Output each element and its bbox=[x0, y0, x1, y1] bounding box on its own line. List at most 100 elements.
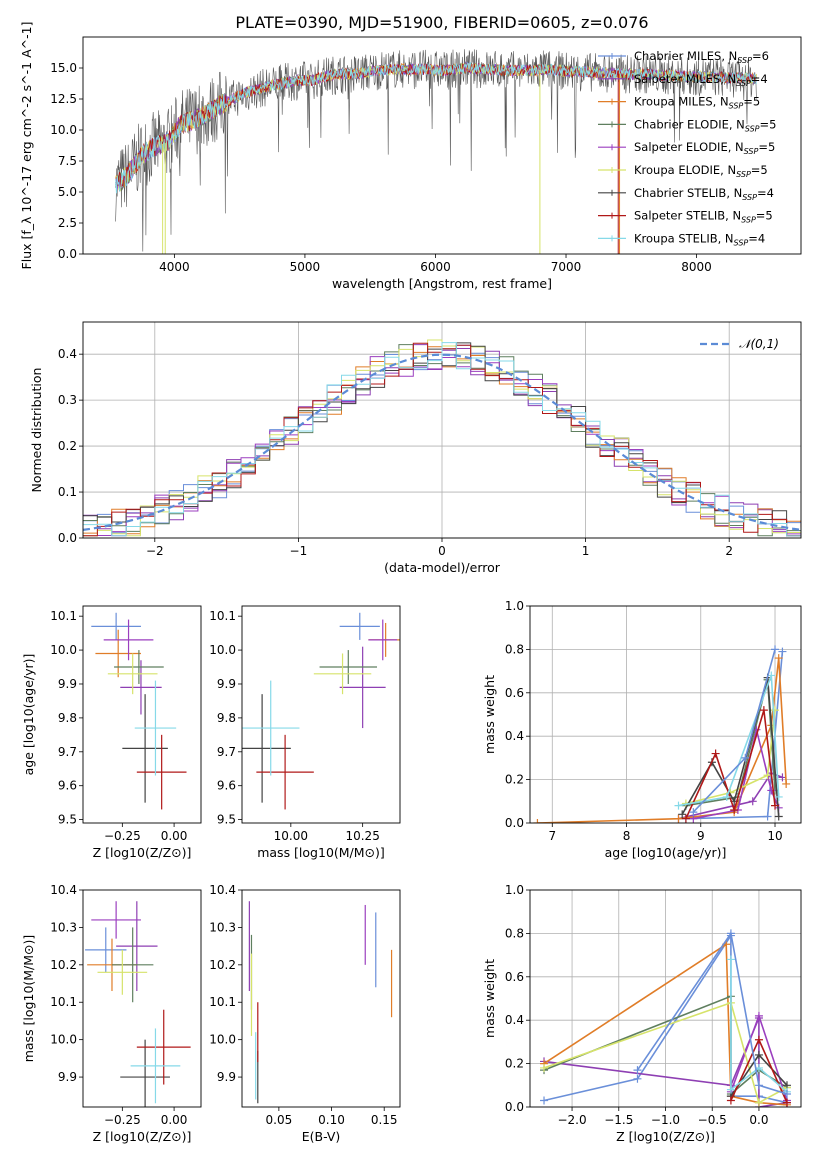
axes-age-Z: −0.25 0.00 9.5 9.6 9.7 9.8 9.9 10.0 10.1 Z [log10… bbox=[21, 605, 202, 860]
errorbar-point bbox=[122, 694, 168, 803]
y-tick-label: 0.8 bbox=[505, 926, 524, 940]
y-tick-label: 0.4 bbox=[505, 729, 524, 743]
y-tick-label: 9.6 bbox=[217, 779, 236, 793]
x-axis-label: mass [log10(M/M⊙)] bbox=[257, 845, 385, 860]
weight-marker bbox=[754, 1011, 763, 1020]
y-tick-label: 10.1 bbox=[50, 995, 77, 1009]
x-axis-label: wavelength [Angstrom, rest frame] bbox=[332, 276, 552, 291]
errorbar-point bbox=[120, 1039, 170, 1107]
x-tick-label: 0.00 bbox=[161, 1113, 188, 1127]
y-tick-label: 10.1 bbox=[50, 609, 77, 623]
legend-label: Chabrier STELIB, NSSP=4 bbox=[634, 186, 774, 202]
legend-entry: Salpeter MILES, NSSP=4 bbox=[598, 72, 768, 88]
axes-frame bbox=[529, 889, 802, 1108]
y-tick-label: 9.7 bbox=[217, 745, 236, 759]
weight-marker bbox=[771, 706, 780, 715]
y-tick-label: 7.5 bbox=[58, 154, 77, 168]
weight-marker bbox=[771, 645, 780, 654]
legend-label: Salpeter ELODIE, NSSP=5 bbox=[634, 140, 775, 156]
weight-marker bbox=[681, 814, 690, 823]
plot-area-age-mass bbox=[242, 612, 400, 810]
plot-area-weight-age bbox=[533, 645, 791, 823]
x-tick-label: −1.5 bbox=[604, 1113, 633, 1127]
errorbar-point bbox=[339, 646, 386, 729]
axes-weight-Z: −2.0 −1.5 −1.0 −0.5 0.0 0.0 0.2 0.4 0.6 0.8 1.0 Z [… bbox=[482, 883, 802, 1144]
errorbar-point bbox=[242, 680, 300, 776]
weight-marker bbox=[730, 805, 739, 814]
y-axis-label: age [log10(age/yr)] bbox=[21, 654, 36, 776]
errorbar-point bbox=[91, 901, 141, 939]
axes-spectrum: 4000 5000 6000 7000 8000 0.0 2.5 5.0 7.5 10.0 12.5… bbox=[19, 22, 802, 291]
errorbar-point bbox=[111, 927, 154, 1003]
y-tick-label: 10.0 bbox=[50, 643, 77, 657]
weight-line bbox=[685, 710, 776, 805]
weight-marker bbox=[774, 812, 783, 821]
legend-entry: Chabrier MILES, NSSP=6 bbox=[598, 49, 769, 65]
y-axis-label: Normed distribution bbox=[29, 368, 44, 493]
y-tick-label: 10.0 bbox=[50, 123, 77, 137]
legend-entry: Chabrier ELODIE, NSSP=5 bbox=[598, 117, 776, 133]
x-axis-label: Z [log10(Z/Z⊙)] bbox=[616, 1129, 715, 1144]
axes-frame bbox=[82, 36, 802, 255]
y-tick-label: 0.2 bbox=[505, 773, 524, 787]
weight-line bbox=[636, 931, 788, 1095]
weight-marker bbox=[722, 792, 731, 801]
x-tick-label: 7 bbox=[548, 829, 556, 843]
plot-area-spectrum bbox=[115, 49, 757, 254]
errorbar-point bbox=[134, 680, 177, 776]
x-axis-label: (data-model)/error bbox=[384, 560, 501, 575]
weight-marker bbox=[726, 1096, 735, 1105]
weight-marker bbox=[741, 753, 750, 762]
y-tick-label: 9.5 bbox=[217, 813, 236, 827]
y-tick-label: 10.2 bbox=[50, 958, 77, 972]
weight-marker bbox=[678, 810, 687, 819]
legend-label: Kroupa STELIB, NSSP=4 bbox=[634, 231, 765, 247]
legend-label: Chabrier MILES, NSSP=6 bbox=[634, 49, 769, 65]
axes-frame bbox=[241, 605, 401, 824]
axes-frame bbox=[241, 889, 401, 1108]
y-tick-label: 5.0 bbox=[58, 185, 77, 199]
y-tick-label: 15.0 bbox=[50, 61, 77, 75]
y-tick-label: 0.2 bbox=[58, 439, 77, 453]
y-tick-label: 10.2 bbox=[209, 958, 236, 972]
x-tick-label: −1.0 bbox=[651, 1113, 680, 1127]
histogram-series bbox=[83, 342, 801, 537]
plot-area-mass-ebv bbox=[248, 901, 393, 1104]
y-tick-label: 9.8 bbox=[217, 711, 236, 725]
errorbar-point bbox=[114, 650, 164, 684]
y-tick-label: 0.0 bbox=[58, 531, 77, 545]
y-tick-label: 10.4 bbox=[209, 883, 236, 897]
y-tick-label: 2.5 bbox=[58, 216, 77, 230]
x-tick-label: 10.25 bbox=[345, 829, 379, 843]
legend-label: Salpeter MILES, NSSP=4 bbox=[634, 72, 768, 88]
y-tick-label: 1.0 bbox=[505, 883, 524, 897]
y-tick-label: 9.9 bbox=[58, 677, 77, 691]
y-tick-label: 9.5 bbox=[58, 813, 77, 827]
y-tick-label: 10.4 bbox=[50, 883, 77, 897]
y-tick-label: 10.3 bbox=[209, 920, 236, 934]
weight-marker bbox=[533, 819, 542, 823]
plot-area-age-Z bbox=[91, 612, 187, 810]
y-tick-label: 0.4 bbox=[58, 347, 77, 361]
axes-mass-ebv: 0.05 0.10 0.15 9.9 10.0 10.1 10.2 10.3 10.4 E(B-V… bbox=[209, 883, 401, 1144]
weight-marker bbox=[674, 814, 683, 823]
y-tick-label: 9.9 bbox=[58, 1070, 77, 1084]
axes-frame bbox=[82, 605, 202, 824]
panels: 4000 5000 6000 7000 80000.02.55.07.510.012.5… bbox=[19, 22, 802, 1144]
axes-age-mass: 10.00 10.25 9.5 9.6 9.7 9.8 9.9 10.0 10.1 mass [l… bbox=[209, 605, 401, 860]
weight-marker bbox=[774, 792, 783, 801]
axes-residuals: −2 −1 0 1 2 0.0 0.1 0.2 0.3 0.4 (data-model)/error… bbox=[29, 321, 802, 575]
axes-weight-age: 7 8 9 10 0.0 0.2 0.4 0.6 0.8 1.0 age [log10(age/yr… bbox=[482, 599, 802, 860]
x-tick-label: 0.00 bbox=[161, 829, 188, 843]
errorbar-point bbox=[130, 1028, 181, 1104]
weight-line bbox=[543, 1001, 788, 1104]
legend-entry: Chabrier STELIB, NSSP=4 bbox=[598, 186, 774, 202]
legend-label: Salpeter STELIB, NSSP=5 bbox=[634, 209, 773, 225]
y-tick-label: 0.6 bbox=[505, 970, 524, 984]
weight-marker bbox=[782, 779, 791, 788]
x-tick-label: 0.05 bbox=[266, 1113, 293, 1127]
x-tick-label: −2 bbox=[146, 544, 164, 558]
weight-line bbox=[685, 679, 776, 807]
errorbar-point bbox=[107, 653, 158, 695]
x-axis-label: Z [log10(Z/Z⊙)] bbox=[93, 845, 192, 860]
